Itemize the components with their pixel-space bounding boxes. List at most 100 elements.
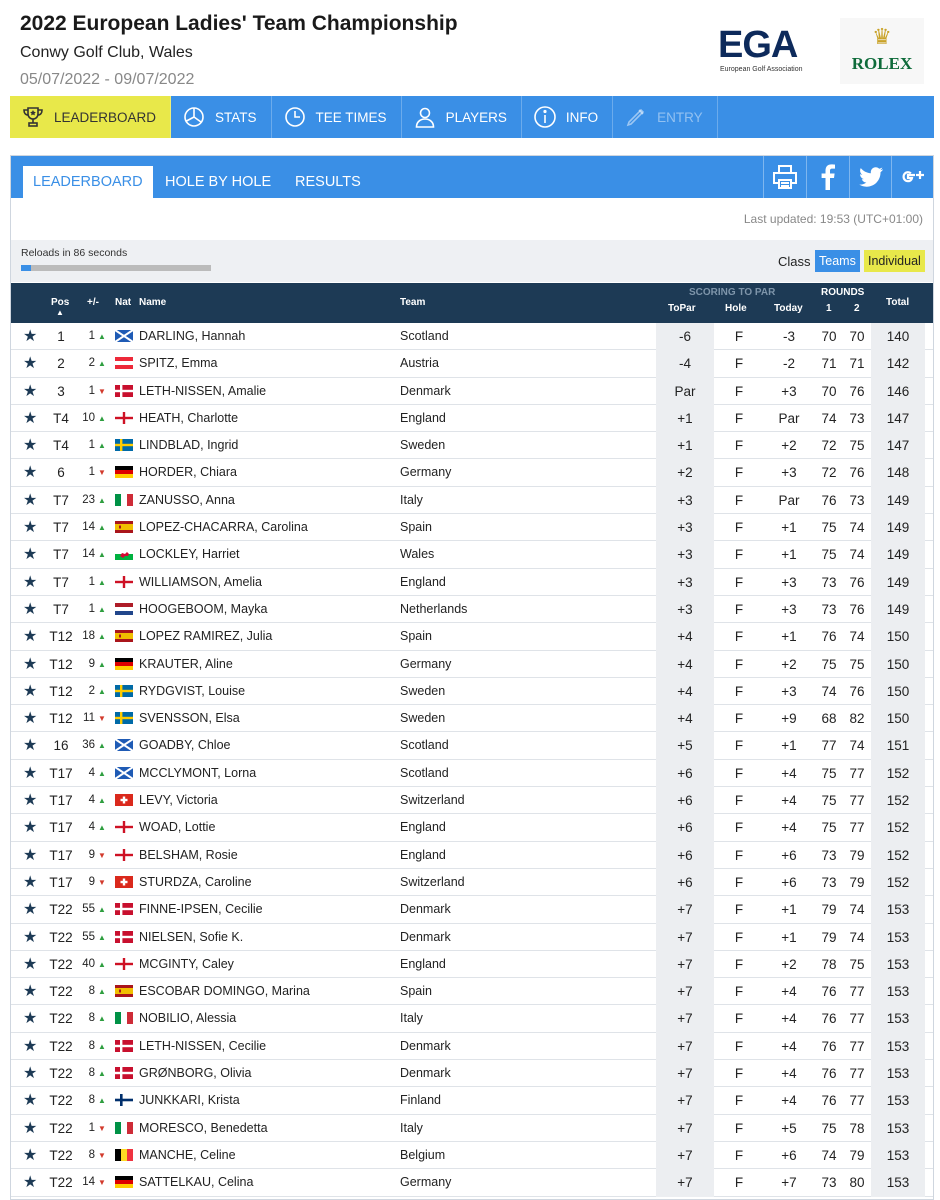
tab-hole-by-hole[interactable]: HOLE BY HOLE [165, 174, 272, 190]
favorite-star-icon[interactable]: ★ [23, 655, 38, 673]
nav-info[interactable]: INFO [522, 96, 614, 138]
cell-name[interactable]: HORDER, Chiara [139, 465, 237, 480]
table-row[interactable]: ★ T7 23 ▲ ZANUSSO, Anna Italy +3 F Par 76 73 149 [11, 486, 933, 515]
table-row[interactable]: ★ T4 1 ▲ LINDBLAD, Ingrid Sweden +1 F +2 72 75 147 [11, 432, 933, 460]
col-round-2[interactable]: 2 [854, 303, 860, 314]
favorite-star-icon[interactable]: ★ [23, 792, 38, 810]
favorite-star-icon[interactable]: ★ [23, 1092, 38, 1110]
favorite-star-icon[interactable]: ★ [23, 737, 38, 755]
cell-name[interactable]: LEVY, Victoria [139, 793, 218, 808]
favorite-star-icon[interactable]: ★ [23, 846, 38, 864]
col-today[interactable]: Today [774, 303, 803, 314]
table-row[interactable]: ★ T17 9 ▼ BELSHAM, Rosie England +6 F +6 73 79 152 [11, 841, 933, 869]
col-total[interactable]: Total [886, 297, 910, 308]
cell-name[interactable]: RYDGVIST, Louise [139, 683, 246, 698]
favorite-star-icon[interactable]: ★ [23, 819, 38, 837]
table-row[interactable]: ★ T12 18 ▲ LOPEZ RAMIREZ, Julia Spain +4 F +1 76 7… [11, 623, 933, 651]
col-team[interactable]: Team [400, 297, 426, 308]
favorite-star-icon[interactable]: ★ [23, 1146, 38, 1164]
cell-name[interactable]: GOADBY, Chloe [139, 738, 231, 753]
favorite-star-icon[interactable]: ★ [23, 464, 38, 482]
cell-name[interactable]: LETH-NISSEN, Cecilie [139, 1038, 267, 1053]
table-row[interactable]: ★ T22 55 ▲ FINNE-IPSEN, Cecilie Denmark +7 F +1 7… [11, 896, 933, 924]
table-row[interactable]: ★ T12 9 ▲ KRAUTER, Aline Germany +4 F +2 75 75 150 [11, 650, 933, 678]
cell-name[interactable]: FINNE-IPSEN, Cecilie [139, 902, 263, 917]
col-name[interactable]: Name [139, 297, 167, 308]
cell-name[interactable]: SVENSSON, Elsa [139, 711, 240, 726]
table-row[interactable]: ★ T17 4 ▲ LEVY, Victoria Switzerland +6 F +4 75 77… [11, 787, 933, 815]
table-row[interactable]: ★ T22 8 ▲ NOBILIO, Alessia Italy +7 F +4 76 77 153 [11, 1005, 933, 1033]
table-row[interactable]: ★ T22 8 ▲ LETH-NISSEN, Cecilie Denmark +7 F +4 76… [11, 1032, 933, 1061]
cell-name[interactable]: JUNKKARI, Krista [139, 1093, 240, 1108]
cell-name[interactable]: MCGINTY, Caley [139, 956, 234, 971]
table-row[interactable]: ★ 3 1 ▼ LETH-NISSEN, Amalie Denmark Par F +3 70 76… [11, 377, 933, 405]
favorite-star-icon[interactable]: ★ [23, 1174, 38, 1192]
cell-name[interactable]: HOOGEBOOM, Mayka [139, 601, 268, 616]
cell-name[interactable]: ZANUSSO, Anna [139, 492, 235, 507]
nav-tee-times[interactable]: TEE TIMES [272, 96, 402, 138]
favorite-star-icon[interactable]: ★ [23, 1119, 38, 1137]
col-hole[interactable]: Hole [725, 303, 747, 314]
table-row[interactable]: ★ 6 1 ▼ HORDER, Chiara Germany +2 F +3 72 76 148 [11, 459, 933, 487]
cell-name[interactable]: LOPEZ RAMIREZ, Julia [139, 629, 273, 644]
cell-name[interactable]: GRØNBORG, Olivia [139, 1066, 252, 1081]
table-row[interactable]: ★ T7 14 ▲ LOCKLEY, Harriet Wales +3 F +1 75 74 149 [11, 541, 933, 569]
favorite-star-icon[interactable]: ★ [23, 355, 38, 373]
favorite-star-icon[interactable]: ★ [23, 491, 38, 509]
table-row[interactable]: ★ T17 4 ▲ WOAD, Lottie England +6 F +4 75 77 152 [11, 814, 933, 842]
twitter-icon[interactable] [849, 156, 891, 198]
col-nat[interactable]: Nat [115, 297, 132, 308]
favorite-star-icon[interactable]: ★ [23, 710, 38, 728]
table-row[interactable]: ★ 1 1 ▲ DARLING, Hannah Scotland -6 F -3 70 70 140 [11, 323, 933, 351]
table-row[interactable]: ★ T7 1 ▲ WILLIAMSON, Amelia England +3 F +3 73 76 1… [11, 568, 933, 596]
favorite-star-icon[interactable]: ★ [23, 764, 38, 782]
table-row[interactable]: ★ T12 2 ▲ RYDGVIST, Louise Sweden +4 F +3 74 76 150 [11, 677, 933, 706]
col-pos[interactable]: Pos [51, 297, 70, 308]
nav-stats[interactable]: STATS [171, 96, 272, 138]
rolex-logo[interactable]: ♛ ROLEX [840, 18, 924, 84]
table-row[interactable]: ★ T22 40 ▲ MCGINTY, Caley England +7 F +2 78 75 153 [11, 950, 933, 979]
favorite-star-icon[interactable]: ★ [23, 682, 38, 700]
table-row[interactable]: ★ 16 36 ▲ GOADBY, Chloe Scotland +5 F +1 77 74 151 [11, 732, 933, 760]
nav-players[interactable]: PLAYERS [402, 96, 522, 138]
cell-name[interactable]: ESCOBAR DOMINGO, Marina [139, 984, 310, 999]
favorite-star-icon[interactable]: ★ [23, 382, 38, 400]
cell-name[interactable]: WOAD, Lottie [139, 820, 216, 835]
table-row[interactable]: ★ T22 8 ▲ JUNKKARI, Krista Finland +7 F +4 76 77 15… [11, 1087, 933, 1115]
cell-name[interactable]: MANCHE, Celine [139, 1147, 236, 1162]
favorite-star-icon[interactable]: ★ [23, 600, 38, 618]
facebook-icon[interactable] [806, 156, 848, 198]
class-individual-button[interactable]: Individual [864, 250, 925, 272]
cell-name[interactable]: LETH-NISSEN, Amalie [139, 383, 267, 398]
cell-name[interactable]: STURDZA, Caroline [139, 874, 252, 889]
nav-leaderboard[interactable]: LEADERBOARD [10, 96, 172, 138]
favorite-star-icon[interactable]: ★ [23, 1010, 38, 1028]
favorite-star-icon[interactable]: ★ [23, 1037, 38, 1055]
favorite-star-icon[interactable]: ★ [23, 955, 38, 973]
col-round-1[interactable]: 1 [826, 303, 832, 314]
cell-name[interactable]: SPITZ, Emma [139, 356, 218, 371]
class-teams-button[interactable]: Teams [815, 250, 860, 272]
table-row[interactable]: ★ T12 11 ▼ SVENSSON, Elsa Sweden +4 F +9 68 82 150 [11, 705, 933, 733]
tab-results[interactable]: RESULTS [295, 174, 361, 190]
table-row[interactable]: ★ T22 1 ▼ MORESCO, Benedetta Italy +7 F +5 75 78 15… [11, 1114, 933, 1142]
cell-name[interactable]: KRAUTER, Aline [139, 656, 233, 671]
favorite-star-icon[interactable]: ★ [23, 437, 38, 455]
col-topar[interactable]: ToPar [668, 303, 696, 314]
cell-name[interactable]: WILLIAMSON, Amelia [139, 574, 262, 589]
cell-name[interactable]: MORESCO, Benedetta [139, 1120, 268, 1135]
cell-name[interactable]: SATTELKAU, Celina [139, 1175, 254, 1190]
table-row[interactable]: ★ T22 55 ▲ NIELSEN, Sofie K. Denmark +7 F +1 79 74… [11, 923, 933, 951]
table-row[interactable]: ★ T22 8 ▲ ESCOBAR DOMINGO, Marina Spain +7 F +4 7… [11, 978, 933, 1006]
google-plus-icon[interactable] [891, 156, 933, 198]
tab-leaderboard[interactable]: LEADERBOARD [23, 166, 153, 198]
cell-name[interactable]: LINDBLAD, Ingrid [139, 438, 239, 453]
cell-name[interactable]: MCCLYMONT, Lorna [139, 765, 257, 780]
cell-name[interactable]: HEATH, Charlotte [139, 410, 239, 425]
table-row[interactable]: ★ T22 8 ▼ MANCHE, Celine Belgium +7 F +6 74 79 153 [11, 1141, 933, 1170]
table-row[interactable]: ★ T17 9 ▼ STURDZA, Caroline Switzerland +6 F +6 7… [11, 868, 933, 897]
print-icon[interactable] [763, 156, 805, 198]
favorite-star-icon[interactable]: ★ [23, 328, 38, 345]
ega-logo[interactable]: EGA European Golf Association [714, 18, 810, 84]
table-row[interactable]: ★ T7 1 ▲ HOOGEBOOM, Mayka Netherlands +3 F +3 73 7… [11, 595, 933, 624]
